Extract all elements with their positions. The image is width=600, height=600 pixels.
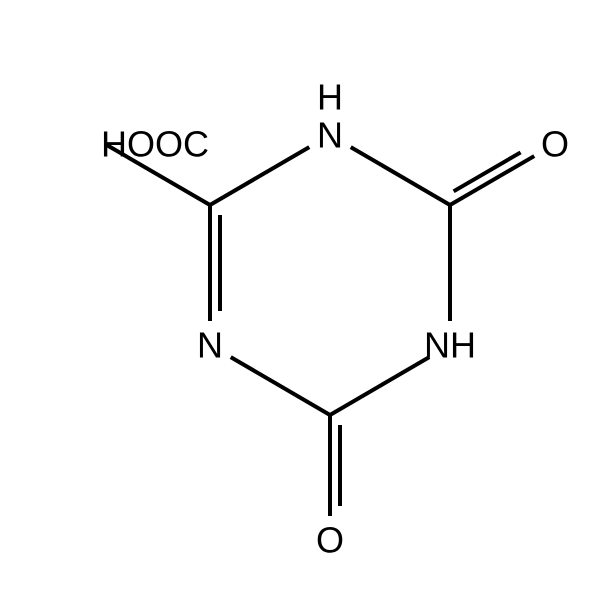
atom-label-n1: N (197, 325, 223, 366)
atom-label-n3: N (317, 115, 343, 156)
atom-label-o4: O (541, 124, 569, 165)
atom-label-h3: H (317, 77, 343, 118)
atom-label-n5: NH (424, 325, 476, 366)
atom-label-o6: O (316, 520, 344, 561)
chemical-structure: NNHNHOOHOOC (0, 0, 600, 600)
atom-label-cooh: HOOC (101, 124, 209, 165)
